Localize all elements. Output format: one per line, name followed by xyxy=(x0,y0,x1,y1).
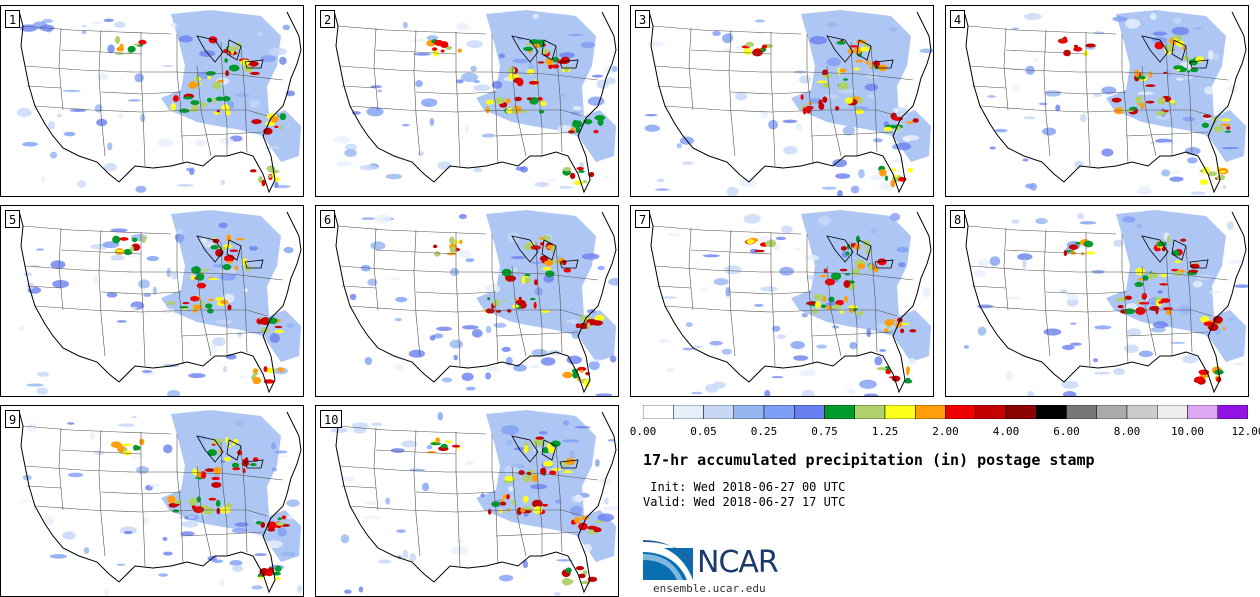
colorbar-tick-label: 12.00 xyxy=(1231,425,1260,438)
member-map-panel: 3 xyxy=(630,5,934,197)
ncar-logo-text: NCAR xyxy=(697,545,779,580)
colorbar-segment xyxy=(1005,405,1037,419)
member-number: 5 xyxy=(5,210,21,228)
colorbar-tick-label: 0.00 xyxy=(629,425,657,438)
member-map-panel: 1 xyxy=(0,5,304,197)
colorbar-tick-label: 0.05 xyxy=(690,425,717,438)
member-number: 2 xyxy=(320,10,336,28)
colorbar-segment xyxy=(763,405,795,419)
member-map-panel: 10 xyxy=(315,405,619,597)
colorbar-segment xyxy=(1096,405,1128,419)
colorbar-tick-label: 0.25 xyxy=(750,425,778,438)
precip-map xyxy=(330,410,618,596)
member-map-panel: 5 xyxy=(0,205,304,397)
precip-map xyxy=(333,10,618,194)
colorbar-segment xyxy=(794,405,825,419)
colorbar-segment xyxy=(1217,405,1248,419)
member-number: 3 xyxy=(635,10,651,28)
precip-map xyxy=(16,10,302,194)
precip-map xyxy=(963,210,1248,396)
colorbar-segment xyxy=(975,405,1007,419)
colorbar-segment xyxy=(733,405,765,419)
precip-map xyxy=(648,210,932,396)
member-number: 9 xyxy=(5,410,21,428)
colorbar-segment xyxy=(1036,405,1067,419)
colorbar-segment xyxy=(854,405,886,419)
member-number: 8 xyxy=(950,210,966,228)
member-number: 10 xyxy=(320,410,343,428)
precip-map xyxy=(644,10,933,196)
chart-title: 17-hr accumulated precipitation (in) pos… xyxy=(643,451,1095,469)
colorbar-tick-label: 4.00 xyxy=(992,425,1020,438)
colorbar-tick-label: 6.00 xyxy=(1053,425,1080,438)
member-map-panel: 2 xyxy=(315,5,619,197)
colorbar-segment xyxy=(643,405,674,419)
colorbar-segment xyxy=(1066,405,1097,419)
precip-map xyxy=(333,210,618,396)
colorbar-tick-label: 1.25 xyxy=(871,425,899,438)
member-map-panel: 6 xyxy=(315,205,619,397)
colorbar-tick-label: 2.00 xyxy=(932,425,959,438)
member-number: 6 xyxy=(320,210,336,228)
colorbar-segment xyxy=(1157,405,1188,419)
website-url: ensemble.ucar.edu xyxy=(653,582,766,595)
precipitation-colorbar xyxy=(643,405,1248,419)
member-map-panel: 8 xyxy=(945,205,1249,397)
colorbar-segment xyxy=(1126,405,1158,419)
member-map-panel: 9 xyxy=(0,405,304,597)
init-time: Init: Wed 2018-06-27 00 UTC xyxy=(643,480,846,494)
colorbar-tick-label: 8.00 xyxy=(1113,425,1141,438)
member-number: 1 xyxy=(5,10,21,28)
precip-map xyxy=(18,410,302,596)
colorbar-segment xyxy=(703,405,734,419)
member-number: 4 xyxy=(950,10,966,28)
colorbar-segment xyxy=(673,405,704,419)
colorbar-segment xyxy=(884,405,916,419)
precip-map xyxy=(963,10,1247,196)
colorbar-segment xyxy=(945,405,976,419)
member-map-panel: 7 xyxy=(630,205,934,397)
member-map-panel: 4 xyxy=(945,5,1249,197)
colorbar-segment xyxy=(915,405,946,419)
colorbar-tick-label: 10.00 xyxy=(1170,425,1205,438)
precip-map xyxy=(18,210,302,396)
colorbar-segment xyxy=(824,405,855,419)
colorbar-segment xyxy=(1187,405,1218,419)
colorbar-tick-label: 0.75 xyxy=(811,425,838,438)
member-number: 7 xyxy=(635,210,651,228)
ncar-logo-icon xyxy=(643,540,693,580)
valid-time: Valid: Wed 2018-06-27 17 UTC xyxy=(643,495,846,509)
